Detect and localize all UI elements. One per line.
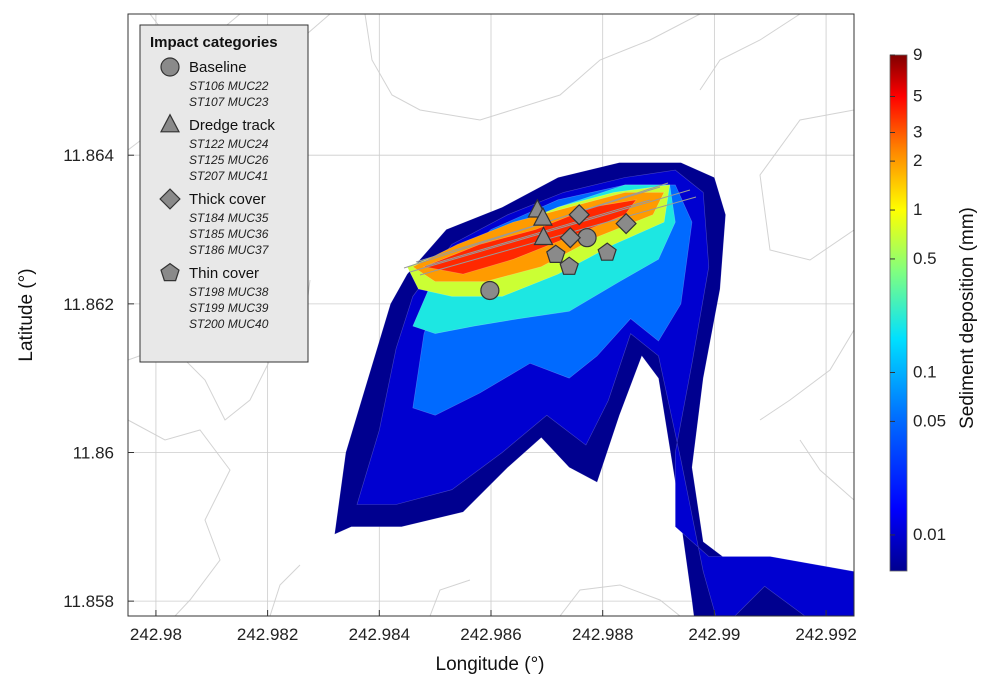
x-tick-label: 242.98 [130, 625, 182, 644]
legend-station-label: ST125 MUC26 [189, 153, 269, 167]
legend-station-label: ST122 MUC24 [189, 137, 269, 151]
legend-marker [160, 113, 180, 133]
station-marker [480, 280, 500, 301]
colorbar-tick-label: 9 [913, 45, 922, 64]
station-marker [559, 256, 579, 275]
legend-station-label: ST186 MUC37 [189, 243, 270, 257]
legend-station-label: ST198 MUC38 [189, 285, 269, 299]
y-tick-label: 11.86 [73, 443, 114, 462]
legend-marker [159, 188, 181, 210]
legend-station-label: ST185 MUC36 [189, 227, 269, 241]
colorbar-tick-label: 2 [913, 151, 922, 170]
colorbar-tick-label: 0.05 [913, 411, 946, 430]
station-marker [546, 244, 566, 263]
y-axis-title: Latitude (°) [16, 268, 37, 361]
legend-label: Thick cover [189, 191, 266, 208]
x-tick-label: 242.988 [572, 625, 633, 644]
colorbar-tick-label: 1 [913, 200, 922, 219]
legend: Impact categories Baseline ST106 MUC22 ST1… [139, 24, 309, 363]
y-tick-label: 11.862 [63, 295, 114, 314]
legend-marker [160, 57, 180, 77]
y-tick-label: 11.864 [63, 146, 114, 165]
x-tick-label: 242.982 [237, 625, 298, 644]
legend-station-label: ST184 MUC35 [189, 211, 269, 225]
legend-label: Thin cover [189, 265, 259, 282]
legend-title: Impact categories [150, 34, 278, 51]
legend-station-label: ST200 MUC40 [189, 317, 269, 331]
legend-station-label: ST107 MUC23 [189, 95, 269, 109]
y-tick-label: 11.858 [63, 592, 114, 611]
station-marker [568, 203, 590, 226]
station-marker [532, 206, 553, 226]
legend-station-label: ST207 MUC41 [189, 169, 268, 183]
colorbar-tick-label: 3 [913, 123, 922, 142]
x-tick-label: 242.992 [795, 625, 856, 644]
station-marker [533, 226, 554, 246]
colorbar-tick-label: 0.1 [913, 362, 937, 381]
legend-station-label: ST106 MUC22 [189, 79, 269, 93]
x-tick-label: 242.986 [460, 625, 521, 644]
x-tick-label: 242.99 [688, 625, 740, 644]
station-markers [480, 198, 637, 301]
colorbar-title: Sediment deposition (mm) [957, 207, 978, 429]
colorbar-tick-label: 5 [913, 86, 922, 105]
station-marker [615, 212, 637, 235]
y-axis-ticks: 11.858 11.86 11.862 11.864 [63, 146, 134, 611]
colorbar-gradient [889, 54, 908, 572]
station-marker [559, 226, 582, 249]
colorbar-tick-label: 0.5 [913, 249, 937, 268]
legend-label: Dredge track [189, 117, 275, 134]
x-axis-title: Longitude (°) [436, 654, 545, 675]
legend-station-label: ST199 MUC39 [189, 301, 269, 315]
colorbar-tick-label: 0.01 [913, 525, 946, 544]
colorbar: Sediment deposition (mm) 9 5 3 2 1 0.5 0.1 0.05… [889, 45, 978, 572]
x-axis-ticks: 242.98 242.982 242.984 242.986 242.988 242.99… [130, 610, 857, 644]
station-marker [597, 242, 617, 261]
legend-label: Baseline [189, 59, 247, 76]
legend-marker [160, 262, 180, 282]
x-tick-label: 242.984 [349, 625, 410, 644]
